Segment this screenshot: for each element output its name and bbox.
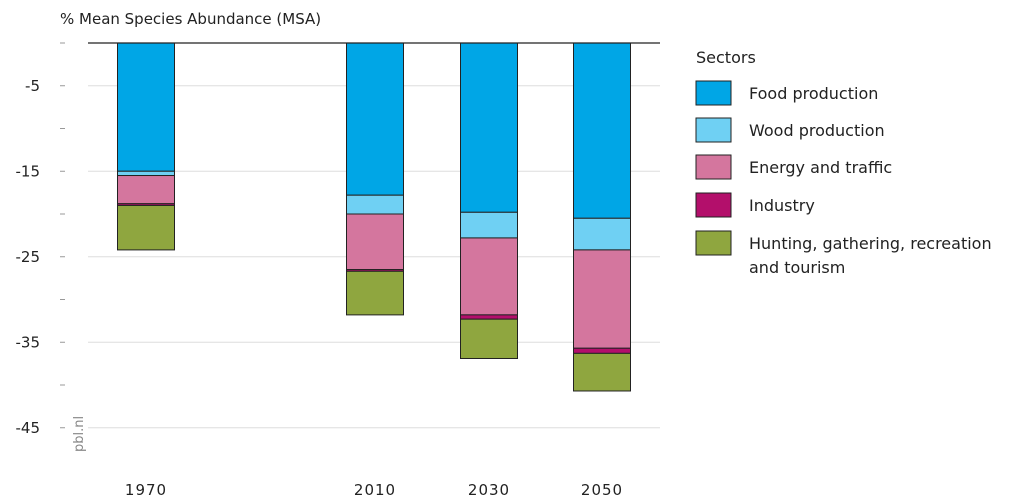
bar-segment bbox=[346, 213, 404, 271]
y-tick-label: -45 bbox=[16, 419, 41, 437]
y-axis-title: % Mean Species Abundance (MSA) bbox=[60, 10, 321, 28]
legend-title: Sectors bbox=[696, 48, 756, 67]
bar-segment bbox=[460, 237, 518, 316]
x-tick-label: 2010 bbox=[354, 481, 396, 497]
bar-segment bbox=[460, 314, 518, 320]
bar-segment bbox=[573, 352, 631, 392]
legend-label: Hunting, gathering, recreation bbox=[749, 234, 992, 253]
x-axis-labels: 1970 2010 2030 2050 bbox=[125, 481, 623, 497]
bar-segment bbox=[460, 211, 518, 239]
legend-label: Wood production bbox=[749, 121, 885, 140]
bar-segment bbox=[117, 42, 175, 172]
bar-segment bbox=[573, 217, 631, 251]
x-tick-label: 2030 bbox=[468, 481, 510, 497]
y-tick-label: -5 bbox=[25, 77, 40, 95]
y-tick-label: -25 bbox=[16, 248, 41, 266]
x-tick-label: 1970 bbox=[125, 481, 167, 497]
bar-segment bbox=[346, 194, 404, 215]
legend-swatch bbox=[695, 117, 732, 143]
bar-segment bbox=[117, 170, 175, 177]
bar-segment bbox=[346, 270, 404, 316]
bar-segment bbox=[460, 42, 518, 213]
legend-label: Energy and traffic bbox=[749, 158, 892, 177]
legend-label: Industry bbox=[749, 196, 815, 215]
legend-swatch bbox=[695, 154, 732, 180]
legend-label: and tourism bbox=[749, 258, 845, 277]
legend-swatch bbox=[695, 192, 732, 218]
bar-segment bbox=[117, 204, 175, 251]
legend-label: Food production bbox=[749, 84, 878, 103]
y-tick-label: -35 bbox=[16, 333, 41, 351]
x-tick-label: 2050 bbox=[581, 481, 623, 497]
legend-swatch bbox=[695, 230, 732, 256]
bar-segment bbox=[573, 42, 631, 219]
bar-segment bbox=[117, 175, 175, 205]
bars bbox=[117, 42, 631, 392]
legend: Sectors Food production Wood production Ene… bbox=[695, 48, 992, 277]
bar-segment bbox=[460, 318, 518, 359]
bar-segment bbox=[346, 42, 404, 196]
y-axis-ticks: -5 -15 -25 -35 -45 bbox=[16, 42, 65, 437]
bar-segment bbox=[573, 347, 631, 354]
bar-segment bbox=[573, 249, 631, 349]
legend-swatch bbox=[695, 80, 732, 106]
watermark: pbl.nl bbox=[72, 416, 87, 452]
y-tick-label: -15 bbox=[16, 162, 41, 180]
